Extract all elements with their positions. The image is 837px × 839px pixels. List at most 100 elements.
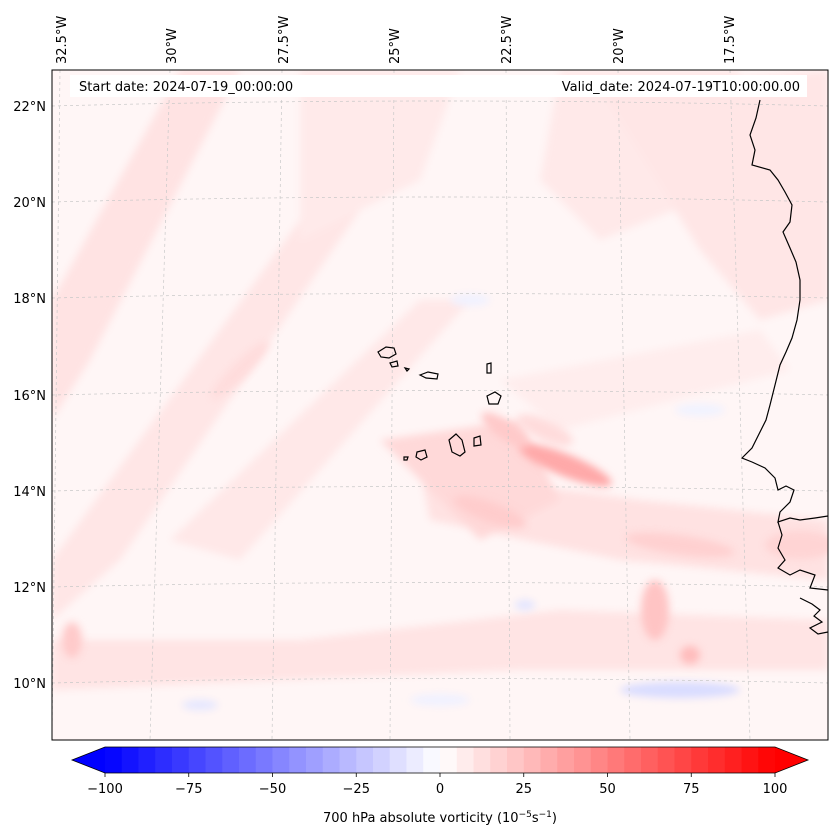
lat-label: 12°N [13, 581, 46, 596]
colorbar-cell [255, 747, 274, 773]
vorticity-field [52, 70, 828, 710]
coastlines [377, 99, 828, 635]
lon-label: 22.5°W [500, 16, 515, 64]
parallel [52, 390, 828, 396]
vorticity-min [182, 700, 218, 710]
island-boa-vista [486, 391, 502, 405]
lon-label: 25°W [388, 28, 403, 64]
island-sal [486, 362, 492, 374]
lon-label: 17.5°W [723, 16, 738, 64]
island-santo-antao [377, 346, 397, 359]
lon-label: 27.5°W [277, 16, 292, 64]
start-date-label: Start date: 2024-07-19_00:00:00 [79, 80, 293, 95]
vorticity-max [62, 622, 82, 658]
meridian [617, 70, 631, 740]
colorbar-cell [674, 747, 692, 773]
colorbar-tick-label: −25 [343, 782, 370, 797]
colorbar-cell [473, 747, 491, 773]
colorbar-tick-label: 75 [683, 782, 700, 797]
longitude-labels: 32.5°W 30°W 27.5°W 25°W 22.5°W 20°W 17.5… [55, 16, 738, 64]
valid-date-label: Valid_date: 2024-07-19T10:00:00.00 [562, 80, 800, 95]
colorbar-cell [456, 747, 475, 773]
colorbar-tick-label: −50 [259, 782, 286, 797]
colorbar-cell [356, 747, 374, 773]
colorbar-cell [155, 747, 173, 773]
gambia-coast [777, 521, 828, 591]
latitude-labels: 22°N 20°N 18°N 16°N 14°N 12°N 10°N [13, 100, 46, 692]
colorbar-tick-label: 100 [763, 782, 788, 797]
colorbar-cell [691, 747, 709, 773]
colorbar-cell [406, 747, 424, 773]
lat-label: 18°N [13, 292, 46, 307]
vorticity-min [515, 600, 535, 610]
colorbar-cell [289, 747, 307, 773]
colorbar-cell [641, 747, 659, 773]
lat-label: 14°N [13, 485, 46, 500]
map-panel: Start date: 2024-07-19_00:00:00 Valid_da… [51, 69, 829, 741]
colorbar-cell [607, 747, 625, 773]
colorbar-cell [724, 747, 743, 773]
vorticity-min [675, 404, 725, 416]
vorticity-max [454, 495, 526, 529]
colorbar-cell [222, 747, 240, 773]
colorbar-tick-label: 0 [436, 782, 444, 797]
colorbar-cell [490, 747, 508, 773]
vorticity-max [211, 341, 269, 399]
colorbar-cell [624, 747, 642, 773]
vorticity-max [517, 414, 573, 446]
guinea-coast [799, 597, 828, 635]
meridian [389, 70, 395, 740]
graticule [52, 70, 828, 740]
colorbar-cell [373, 747, 391, 773]
vorticity-band [500, 330, 790, 430]
date-info-box [70, 75, 807, 97]
lon-label: 32.5°W [55, 16, 70, 64]
colorbar-cell [440, 747, 458, 773]
colorbar-cell [523, 747, 542, 773]
colorbar-tick-label: −100 [87, 782, 123, 797]
vorticity-band [52, 210, 360, 620]
colorbar-cell [272, 747, 290, 773]
colorbar-cell [507, 747, 525, 773]
colorbar-extend-max [775, 747, 808, 773]
lat-label: 10°N [13, 677, 46, 692]
vorticity-max [765, 531, 828, 559]
vorticity-min [450, 294, 490, 306]
colorbar-cell [590, 747, 609, 773]
island-santiago [448, 433, 466, 457]
parallel [52, 678, 828, 684]
africa-coastline [740, 99, 828, 523]
lon-label: 30°W [165, 28, 180, 64]
vorticity-min [410, 694, 470, 706]
island-sao-vicente [389, 360, 399, 368]
vorticity-max [518, 443, 612, 487]
colorbar-cell [121, 747, 140, 773]
colorbar: −100 −75 −50 −25 0 25 50 75 100 700 hPa absolute… [70, 746, 810, 826]
island-santa-luzia [403, 367, 411, 372]
colorbar-cell [322, 747, 341, 773]
vorticity-max [625, 532, 735, 558]
colorbar-cell [758, 747, 776, 773]
colorbar-cell [540, 747, 558, 773]
parallel [52, 293, 828, 299]
colorbar-cell [239, 747, 257, 773]
island-brava [403, 456, 409, 461]
lat-label: 20°N [13, 196, 46, 211]
lat-label: 22°N [13, 100, 46, 115]
lat-label: 16°N [13, 389, 46, 404]
colorbar-tick-label: 50 [599, 782, 616, 797]
vorticity-max [481, 412, 529, 448]
map-frame [51, 69, 829, 741]
meridian [271, 70, 283, 740]
colorbar-cell [205, 747, 223, 773]
vorticity-max [641, 580, 669, 640]
vorticity-band [52, 610, 828, 690]
colorbar-cell [389, 747, 408, 773]
vorticity-band [170, 300, 470, 560]
meridian [149, 70, 171, 740]
colorbar-cell [306, 747, 324, 773]
meridian [729, 70, 751, 740]
colorbar-cell [708, 747, 726, 773]
vorticity-min [620, 682, 740, 698]
colorbar-tick-label: 25 [515, 782, 532, 797]
